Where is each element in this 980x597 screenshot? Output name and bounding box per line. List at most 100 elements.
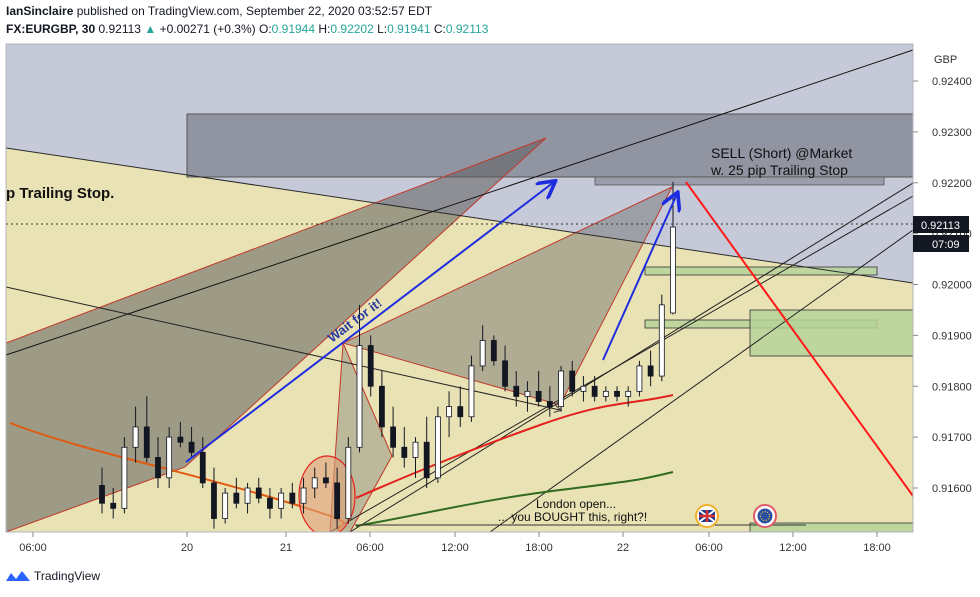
time-tick-label: 06:00 xyxy=(356,542,384,554)
candle-down xyxy=(379,385,385,428)
candle-down xyxy=(199,451,206,484)
author-name[interactable]: IanSinclaire xyxy=(6,4,74,18)
time-tick-label: 06:00 xyxy=(695,542,723,554)
time-tick-label: 20 xyxy=(181,542,193,554)
tradingview-logo[interactable]: TradingView xyxy=(6,569,100,583)
time-tick-label: 22 xyxy=(617,542,629,554)
candle-down xyxy=(569,370,576,392)
ema-mid xyxy=(355,471,674,527)
price-tick-label: 0.91700 xyxy=(932,432,972,444)
candle-up xyxy=(602,390,609,397)
descending-trendline xyxy=(6,147,913,284)
symbol-label[interactable]: FX:EURGBP, 30 xyxy=(6,22,96,36)
candle-up xyxy=(636,365,643,392)
eu-flag-icon-fill xyxy=(757,508,773,524)
symbol-legend: FX:EURGBP, 30 0.92113 ▲ +0.00271 (+0.3%)… xyxy=(6,22,488,36)
candle-down xyxy=(267,497,273,509)
sell-projection-line xyxy=(685,181,913,497)
candle-down xyxy=(390,426,396,448)
harmonic-pattern-right xyxy=(341,185,674,406)
candle-down xyxy=(401,446,408,458)
candle-up xyxy=(300,487,307,504)
price-tick-label: 0.92400 xyxy=(932,76,972,88)
open-value: 0.91944 xyxy=(271,22,316,36)
candle-down xyxy=(143,426,150,458)
currency-label: GBP xyxy=(934,54,957,66)
fall-line xyxy=(6,286,560,410)
plot-frame xyxy=(5,43,914,533)
candle-down xyxy=(233,492,240,504)
high-value: 0.92202 xyxy=(330,22,374,36)
left-annotation: p Trailing Stop. xyxy=(6,185,114,202)
candle-down xyxy=(423,441,430,479)
open-label: O: xyxy=(258,22,272,36)
time-tick-label: 12:00 xyxy=(441,542,469,554)
candle-up xyxy=(222,492,229,519)
candle-up xyxy=(524,390,531,397)
price-change: +0.00271 (+0.3%) xyxy=(159,22,256,36)
candle-up xyxy=(625,390,632,397)
ema-short xyxy=(355,394,674,499)
candle-down xyxy=(110,502,117,509)
candle-down xyxy=(255,487,262,499)
publish-text: published on TradingView.com, September … xyxy=(76,4,433,18)
sell-annotation-line1: SELL (Short) @Market xyxy=(711,145,852,161)
candle-down xyxy=(211,482,217,519)
london-open-highlight xyxy=(298,455,356,532)
time-tick-label: 21 xyxy=(280,542,292,554)
last-price-tag-text: 0.92113 xyxy=(921,220,960,232)
candle-down xyxy=(188,441,195,453)
candle-up xyxy=(356,345,363,448)
candles xyxy=(99,181,676,529)
candle-down xyxy=(490,340,497,362)
rising-channel-upper xyxy=(349,182,913,532)
candle-up xyxy=(311,477,318,489)
sell-zone-strip xyxy=(594,176,885,186)
time-axis[interactable]: 06:00 20 21 06:00 12:00 18:00 22 06:00 12:00 18:0… xyxy=(19,532,891,554)
price-axis[interactable]: GBP 0.924000.923000.922000.921000.920000… xyxy=(913,54,972,495)
candle-down xyxy=(535,390,542,402)
candle-down xyxy=(546,401,553,408)
time-tick-label: 06:00 xyxy=(19,542,47,554)
lower-zone xyxy=(6,148,913,532)
close-value: 0.92113 xyxy=(445,22,489,36)
high-label: H: xyxy=(318,22,331,36)
price-tick-label: 0.92300 xyxy=(932,127,972,139)
time-tick-label: 18:00 xyxy=(525,542,553,554)
candle-up xyxy=(412,441,419,458)
change-up-icon: ▲ xyxy=(144,22,157,36)
blue-arrow-2 xyxy=(602,194,677,361)
candle-up xyxy=(446,406,452,418)
price-tick-label: 0.91800 xyxy=(932,381,972,393)
eu-flag-icon-stars xyxy=(759,510,771,522)
countdown-tag xyxy=(913,235,969,252)
candle-down xyxy=(289,492,296,504)
resistance-zone xyxy=(186,113,913,178)
london-annotation-line2: ... you BOUGHT this, right?! xyxy=(498,510,647,524)
candle-up xyxy=(658,304,665,377)
candle-up xyxy=(558,370,564,407)
candle-up xyxy=(468,365,475,418)
tradingview-icon xyxy=(6,571,30,581)
low-value: 0.91941 xyxy=(387,22,431,36)
time-tick-label: 18:00 xyxy=(863,542,891,554)
last-price: 0.92113 xyxy=(98,22,141,36)
candle-down xyxy=(367,345,374,387)
sell-annotation-line2: w. 25 pip Trailing Stop xyxy=(710,162,848,178)
countdown-tag-text: 07:09 xyxy=(932,239,960,251)
candle-up xyxy=(166,436,173,479)
candle-down xyxy=(513,385,520,397)
publish-info: IanSinclaire published on TradingView.co… xyxy=(6,4,432,18)
price-tick-label: 0.92200 xyxy=(932,178,972,190)
candle-down xyxy=(177,436,184,443)
time-tick-label: 12:00 xyxy=(779,542,807,554)
candle-down xyxy=(334,482,341,519)
uk-flag-icon-red xyxy=(699,510,715,522)
candle-up xyxy=(244,487,251,504)
candle-down xyxy=(502,360,508,387)
green-zone-3 xyxy=(749,309,913,357)
candle-down xyxy=(457,406,464,418)
close-label: C: xyxy=(433,22,446,36)
candle-up xyxy=(479,340,486,367)
